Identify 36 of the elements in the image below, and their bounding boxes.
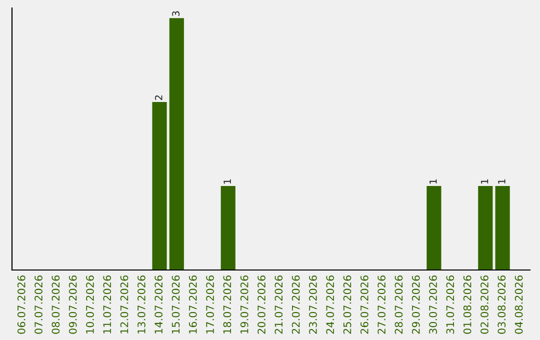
data-label: 1	[481, 179, 488, 184]
data-label: 1	[498, 179, 506, 184]
x-tick-label: 12.07.2026	[120, 276, 128, 334]
data-label: 1	[224, 179, 231, 184]
x-tick-label: 21.07.2026	[274, 276, 283, 334]
x-tick-label: 09.07.2026	[68, 276, 77, 334]
x-tick-label: 16.07.2026	[188, 276, 197, 334]
x-tick-label: 18.07.2026	[223, 276, 232, 334]
x-tick-label: 04.08.2026	[514, 276, 523, 334]
x-tick-label: 27.07.2026	[378, 276, 386, 334]
x-tick-label: 31.07.2026	[446, 276, 454, 334]
x-tick-label: 01.08.2026	[463, 276, 472, 334]
x-tick-label: 20.07.2026	[258, 276, 266, 334]
x-tick-label: 26.07.2026	[360, 276, 368, 334]
x-tick-label: 03.08.2026	[498, 276, 506, 334]
data-label: 1	[430, 179, 437, 184]
x-tick-label: 11.07.2026	[103, 276, 112, 334]
x-tick-label: 07.07.2026	[34, 276, 42, 334]
x-tick-label: 28.07.2026	[394, 276, 403, 334]
x-tick-label: 10.07.2026	[86, 276, 94, 334]
x-tick-label: 14.07.2026	[154, 276, 163, 334]
data-label: 3	[172, 11, 180, 16]
x-tick-label: 19.07.2026	[240, 276, 248, 334]
x-tick-label: 17.07.2026	[206, 276, 214, 334]
data-label: 2	[154, 95, 162, 100]
x-tick-label: 24.07.2026	[326, 276, 334, 334]
x-tick-label: 25.07.2026	[343, 276, 352, 334]
x-tick-label: 23.07.2026	[309, 276, 317, 334]
x-tick-label: 22.07.2026	[292, 276, 300, 334]
x-tick-label: 15.07.2026	[172, 276, 180, 334]
x-tick-label: 08.07.2026	[52, 276, 60, 334]
x-tick-label: 13.07.2026	[138, 276, 146, 334]
x-tick-label: 02.08.2026	[480, 276, 488, 334]
x-tick-label: 30.07.2026	[429, 276, 437, 334]
x-tick-label: 29.07.2026	[412, 276, 420, 334]
x-tick-label: 06.07.2026	[17, 276, 26, 334]
